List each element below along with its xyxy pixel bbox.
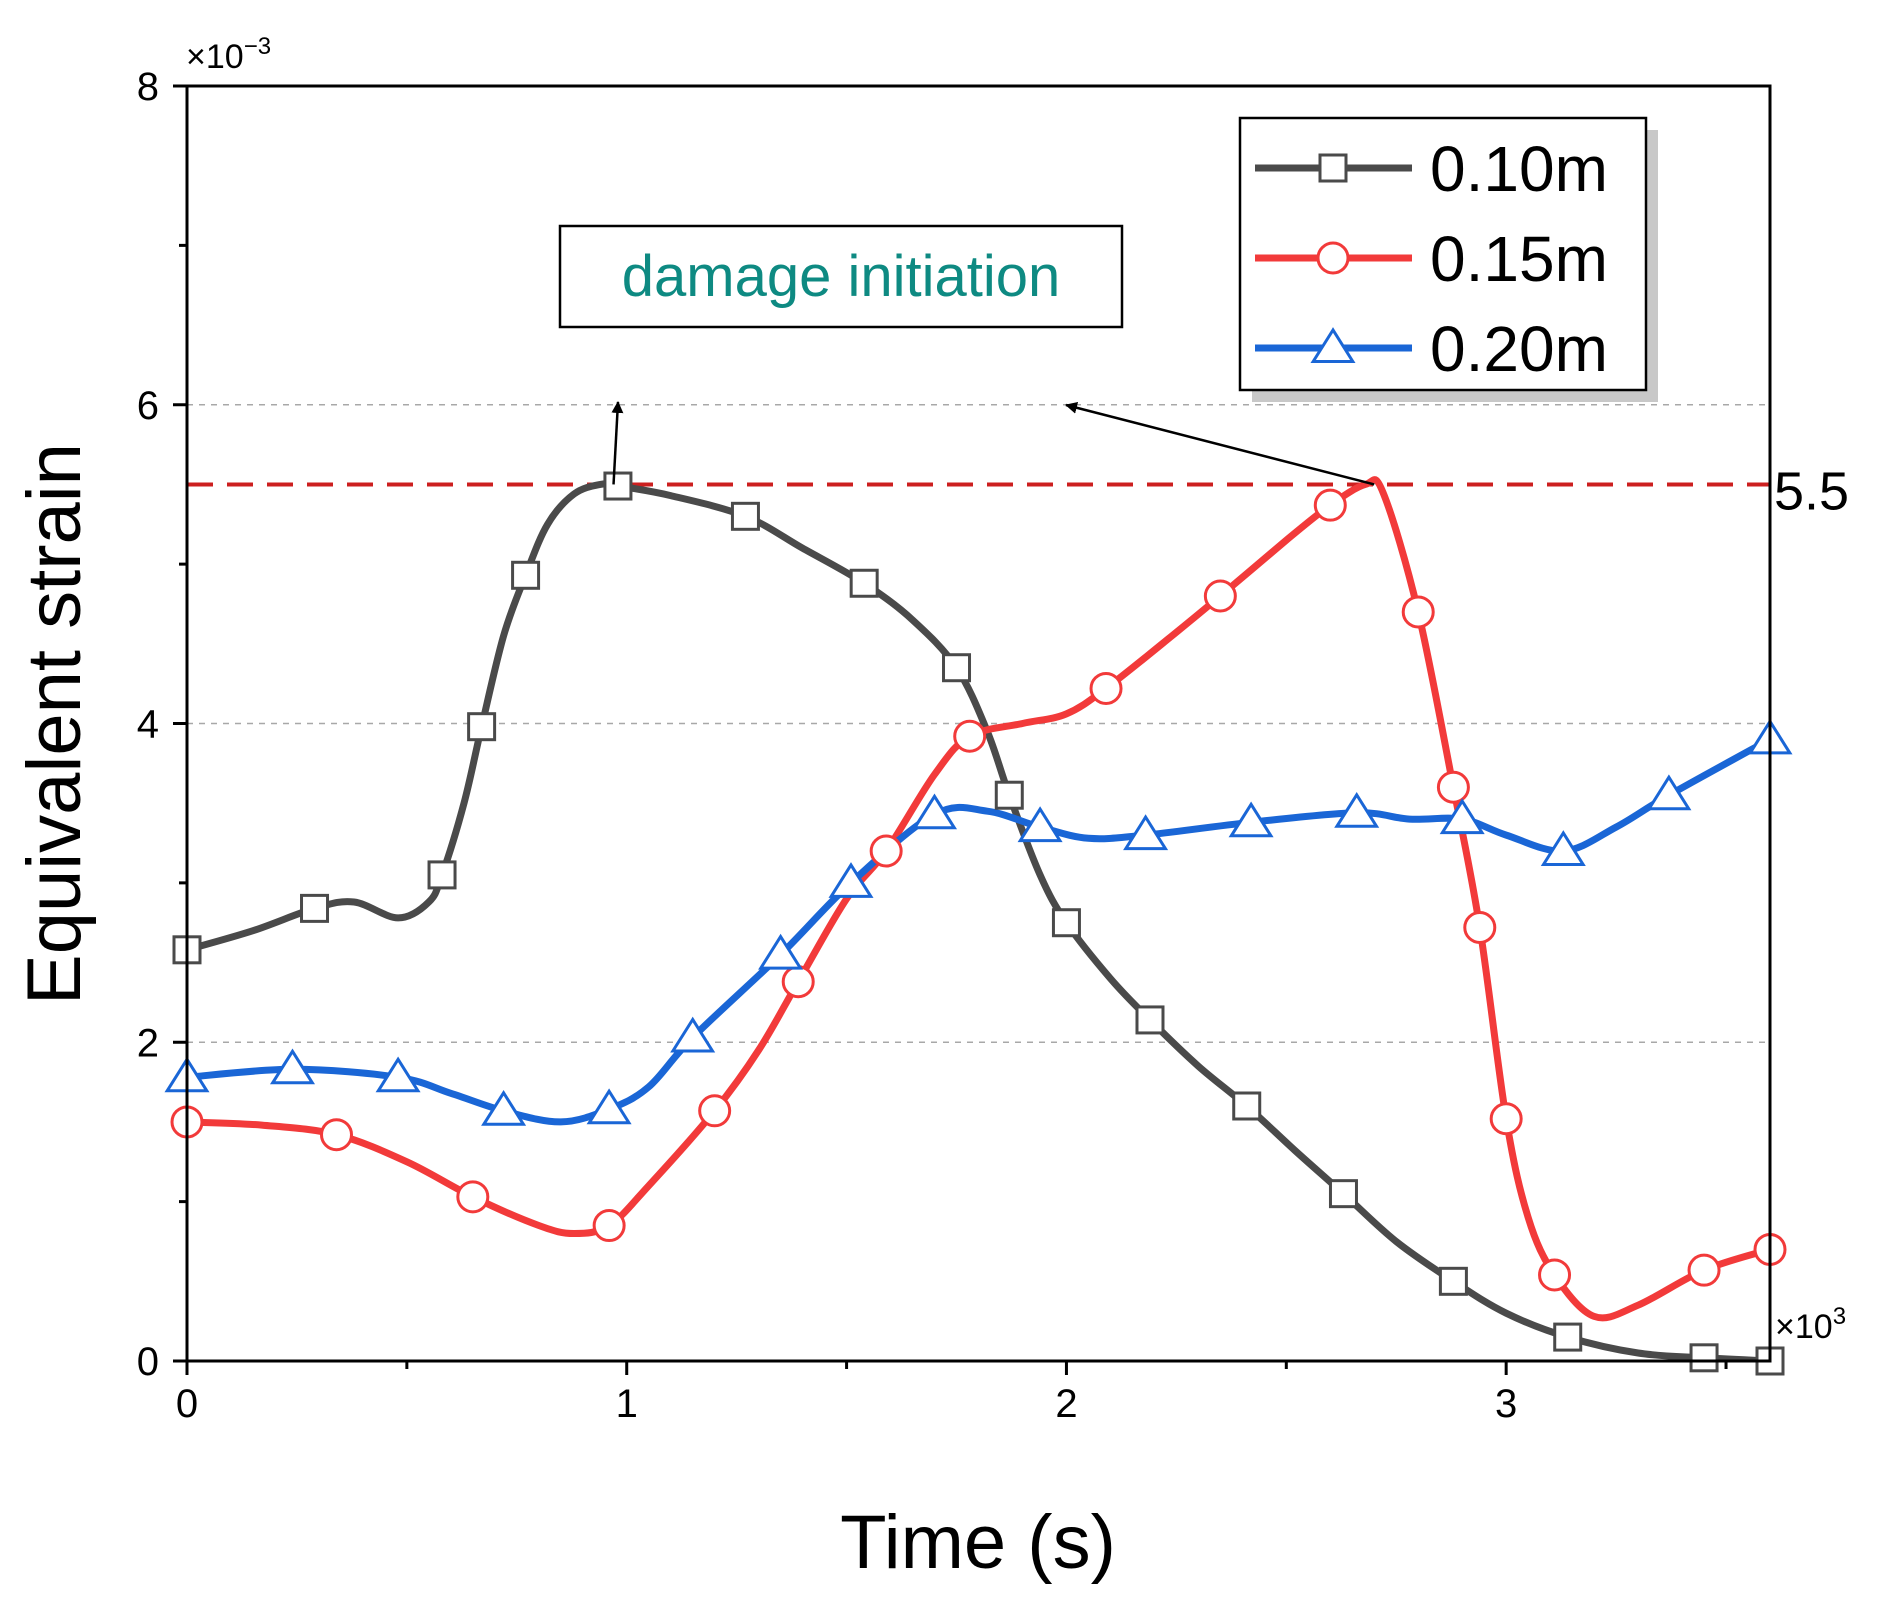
data-point-marker [670, 1016, 716, 1053]
x-multiplier-exponent: 3 [1833, 1303, 1846, 1330]
series-markers [164, 471, 1793, 1376]
data-point-marker [1463, 911, 1497, 944]
annotation-arrow [1065, 401, 1375, 486]
y-tick-label: 4 [137, 703, 159, 747]
threshold-label: 5.5 [1774, 461, 1849, 521]
data-point-marker [781, 965, 815, 999]
annotation-text: damage initiation [622, 244, 1061, 309]
data-point-marker [1553, 1322, 1583, 1352]
data-point-marker [467, 712, 497, 742]
data-point-marker [1401, 595, 1435, 629]
data-point-marker [758, 933, 804, 970]
data-point-marker [698, 1094, 732, 1128]
x-tick-label: 0 [176, 1382, 198, 1426]
series-line-0.20m [187, 735, 1770, 1126]
data-point-marker [1689, 1343, 1719, 1373]
data-point-marker [1489, 1102, 1523, 1136]
y-tick-label: 6 [137, 384, 159, 428]
y-tick-label: 0 [137, 1340, 159, 1384]
data-point-marker [1328, 1179, 1358, 1209]
y-tick-label: 2 [137, 1021, 159, 1065]
legend-marker [1316, 241, 1350, 275]
series-line-0.15m [187, 476, 1770, 1322]
legend-label: 0.15m [1430, 223, 1608, 295]
data-point-marker [911, 793, 958, 830]
data-point-marker [481, 1089, 527, 1126]
data-point-marker [869, 834, 903, 868]
data-point-marker [942, 653, 972, 683]
y-tick-label: 8 [137, 65, 159, 109]
y-multiplier: ×10−3 [186, 33, 271, 76]
data-point-marker [320, 1118, 354, 1152]
y-axis-label: Equivalent strain [12, 443, 97, 1005]
data-point-marker [1438, 1266, 1468, 1296]
annotation-group: damage initiation [558, 224, 1375, 486]
data-point-marker [603, 471, 633, 501]
data-point-marker [828, 862, 874, 898]
data-point-marker [592, 1209, 626, 1243]
annotation-box [558, 224, 1124, 329]
legend-marker [1318, 153, 1348, 183]
y-multiplier-exponent: −3 [244, 33, 271, 60]
data-point-marker [1540, 830, 1586, 866]
data-point-marker [456, 1180, 490, 1214]
x-tick-label: 1 [616, 1382, 638, 1426]
data-point-marker [1017, 806, 1063, 843]
x-tick-label: 3 [1495, 1382, 1517, 1426]
data-point-marker [586, 1088, 632, 1125]
data-point-marker [849, 568, 879, 598]
legend-label: 0.20m [1430, 313, 1608, 385]
x-tick-label: 2 [1055, 1382, 1077, 1426]
data-point-marker [1436, 770, 1470, 804]
data-point-marker [1646, 774, 1692, 811]
data-point-marker [1313, 488, 1347, 522]
legend-marker [1310, 327, 1356, 363]
data-point-marker [1203, 579, 1237, 613]
data-point-marker [730, 501, 760, 531]
legend: 0.10m 0.15m 0.20m [1238, 116, 1658, 402]
data-point-marker [953, 719, 987, 753]
threshold-group: 5.5 [187, 461, 1849, 521]
data-point-marker [300, 893, 330, 923]
data-point-marker [1089, 671, 1123, 705]
data-point-marker [1051, 908, 1081, 938]
annotation-arrow [611, 401, 624, 485]
data-point-marker [1334, 791, 1380, 828]
x-axis-label: Time (s) [840, 1500, 1116, 1585]
data-point-marker [427, 860, 457, 890]
axes: 0 1 2 3 0 2 4 6 8 [137, 65, 1728, 1426]
data-point-marker [1135, 1005, 1165, 1035]
data-point-marker [994, 780, 1024, 810]
data-point-marker [1228, 801, 1274, 838]
data-point-marker [1439, 798, 1485, 835]
data-point-marker [1232, 1091, 1262, 1121]
series-lines [187, 476, 1770, 1361]
data-point-marker [1687, 1253, 1721, 1287]
data-point-marker [269, 1048, 316, 1085]
series-line-0.10m [187, 480, 1770, 1361]
legend-label: 0.10m [1430, 133, 1608, 205]
data-point-marker [375, 1056, 421, 1093]
data-point-marker [1538, 1258, 1572, 1292]
x-multiplier: ×103 [1775, 1303, 1846, 1346]
data-point-marker [1123, 814, 1169, 851]
data-point-marker [511, 560, 541, 590]
